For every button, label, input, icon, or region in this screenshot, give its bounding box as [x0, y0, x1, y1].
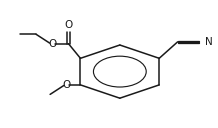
Text: O: O	[48, 39, 56, 49]
Text: N: N	[205, 37, 213, 47]
Text: O: O	[64, 20, 73, 30]
Text: O: O	[62, 80, 70, 90]
